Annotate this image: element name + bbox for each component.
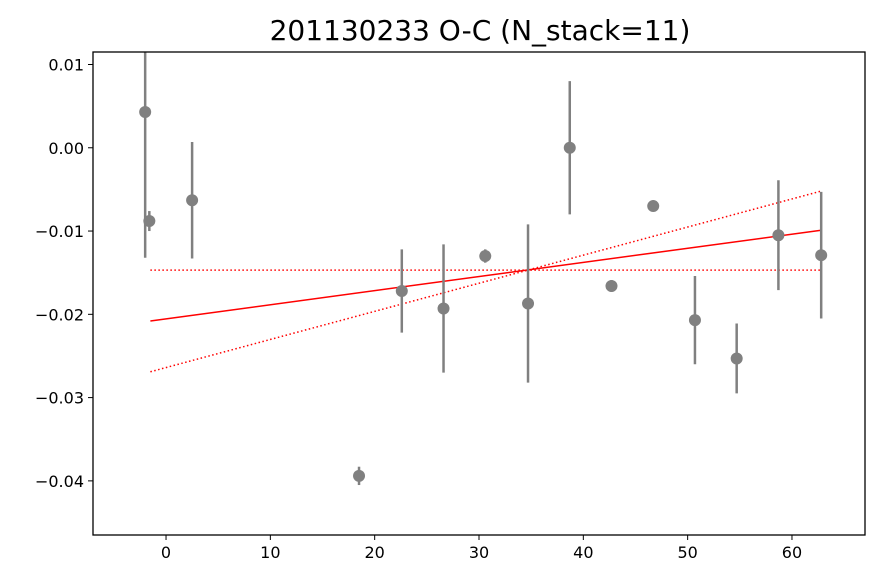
x-tick-label: 10 xyxy=(260,543,280,562)
x-tick-label: 50 xyxy=(677,543,697,562)
data-point xyxy=(647,200,660,213)
fit-line xyxy=(150,229,822,322)
data-point xyxy=(605,280,618,293)
data-point xyxy=(772,229,785,242)
data-point xyxy=(815,249,828,262)
y-tick-label: 0.00 xyxy=(48,139,84,158)
data-point xyxy=(563,141,576,154)
data-point xyxy=(437,302,450,315)
y-tick-label: 0.01 xyxy=(48,55,84,74)
data-point xyxy=(522,297,535,310)
x-tick-label: 60 xyxy=(782,543,802,562)
data-point xyxy=(143,215,156,228)
x-axis: 0 10 20 30 40 50 60 xyxy=(161,535,802,562)
data-point xyxy=(139,105,152,118)
x-tick-label: 20 xyxy=(364,543,384,562)
data-point xyxy=(395,285,408,298)
chart-title: 201130233 O-C (N_stack=11) xyxy=(270,14,691,47)
plot-frame xyxy=(92,51,866,536)
fit-bound-line xyxy=(150,190,822,373)
data-point xyxy=(688,314,701,327)
x-tick-label: 40 xyxy=(573,543,593,562)
y-axis: 0.01 0.00 −0.01 −0.02 −0.03 −0.04 xyxy=(35,55,93,491)
plot-area xyxy=(139,52,828,486)
data-point xyxy=(730,352,743,365)
data-point xyxy=(186,194,199,207)
y-tick-label: −0.03 xyxy=(35,389,84,408)
y-tick-label: −0.02 xyxy=(35,305,84,324)
data-point xyxy=(479,250,492,263)
data-point xyxy=(353,469,366,482)
y-tick-label: −0.01 xyxy=(35,222,84,241)
x-tick-label: 30 xyxy=(469,543,489,562)
y-tick-label: −0.04 xyxy=(35,472,84,491)
x-tick-label: 0 xyxy=(161,543,171,562)
